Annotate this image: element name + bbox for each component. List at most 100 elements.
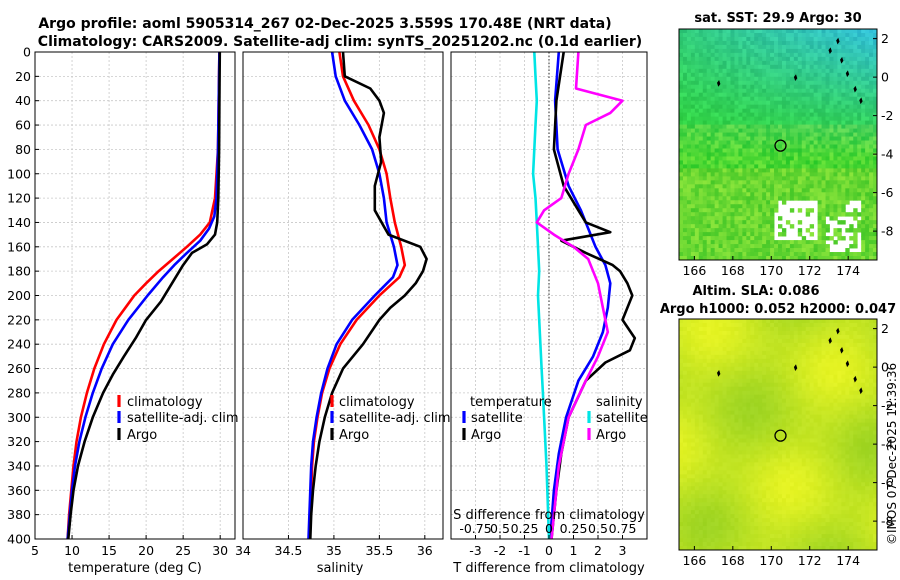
series-line-argo [67, 51, 222, 540]
map-cell [857, 220, 862, 225]
map-cell [825, 36, 830, 42]
map-cell [766, 152, 771, 157]
map-cell [690, 68, 696, 74]
x-tick-label: 34 [235, 543, 251, 558]
map-cell [829, 370, 834, 376]
map-cell [770, 192, 775, 197]
map-cell [758, 240, 763, 245]
map-cell [770, 474, 775, 479]
map-cell [845, 116, 850, 121]
map-cell [722, 319, 727, 324]
map-cell [857, 442, 862, 447]
map-cell [730, 236, 735, 241]
map-cell [710, 224, 716, 229]
map-cell [734, 212, 739, 217]
map-cell [837, 256, 842, 261]
map-cell [679, 244, 684, 249]
map-cell [679, 454, 684, 459]
map-cell [742, 330, 747, 336]
map-cell [762, 212, 767, 217]
map-cell [734, 132, 739, 137]
map-cell [778, 132, 783, 137]
map-cell [679, 252, 684, 257]
map-cell [869, 136, 874, 141]
map-cell [738, 462, 743, 467]
map-cell [722, 76, 727, 82]
map-cell [813, 402, 818, 408]
map-cell [682, 430, 688, 435]
map-cell [718, 184, 723, 189]
map-cell [750, 342, 755, 348]
map-cell [774, 319, 779, 324]
map-cell [694, 72, 700, 78]
map-cell [845, 144, 850, 149]
map-cell [718, 390, 723, 396]
map-cell [722, 370, 727, 376]
map-cell [813, 434, 818, 439]
map-cell [829, 204, 834, 209]
map-cell [805, 342, 811, 348]
map-cell [825, 236, 830, 241]
map-cell [873, 112, 878, 118]
map-cell [829, 80, 834, 86]
map-cell [841, 104, 846, 110]
map-cell [781, 386, 787, 392]
sst-map-xticks: 166 168 170 172 174 [682, 256, 860, 278]
x-tick-label: -1 [518, 543, 530, 558]
map-cell [702, 172, 708, 177]
map-cell [841, 450, 846, 455]
map-cell [857, 446, 862, 451]
map-cell [781, 96, 787, 102]
map-cell [762, 382, 767, 388]
map-cell [698, 244, 704, 249]
map-cell [730, 382, 735, 388]
map-cell [805, 346, 811, 352]
map-cell [813, 144, 818, 149]
map-cell [825, 438, 830, 443]
map-cell [694, 220, 700, 225]
map-cell [766, 402, 771, 408]
map-cell [762, 176, 767, 181]
map-cell [801, 124, 807, 129]
map-cell [821, 342, 826, 348]
map-cell [869, 350, 874, 356]
map-cell [873, 60, 878, 66]
map-cell [750, 334, 755, 340]
map-cell [698, 84, 704, 90]
map-cell [758, 76, 763, 82]
map-cell [865, 354, 870, 360]
map-cell [789, 458, 795, 463]
map-cell [730, 108, 735, 114]
map-cell [718, 148, 723, 153]
map-cell [829, 116, 834, 121]
map-cell [770, 208, 775, 213]
map-cell [762, 410, 767, 415]
map-cell [801, 128, 807, 133]
map-cell [774, 334, 779, 340]
map-cell [857, 160, 862, 165]
map-cell [861, 319, 866, 324]
map-cell [750, 136, 755, 141]
map-cell [785, 378, 791, 384]
map-cell [718, 36, 723, 42]
map-cell [762, 446, 767, 451]
map-cell [770, 462, 775, 467]
map-cell [690, 196, 696, 201]
map-cell [785, 240, 791, 245]
map-cell [698, 378, 704, 384]
map-cell [825, 326, 830, 332]
map-cell [845, 188, 850, 193]
map-cell [869, 374, 874, 380]
map-cell [845, 334, 850, 340]
map-cell [821, 188, 826, 193]
map-cell [853, 358, 858, 364]
map-cell [758, 426, 763, 431]
map-cell [778, 326, 783, 332]
map-cell [801, 394, 807, 400]
map-cell [770, 72, 775, 78]
map-cell [682, 338, 688, 344]
map-cell [825, 462, 830, 467]
map-cell [805, 96, 811, 102]
map-cell [746, 80, 751, 86]
map-cell [766, 228, 771, 233]
